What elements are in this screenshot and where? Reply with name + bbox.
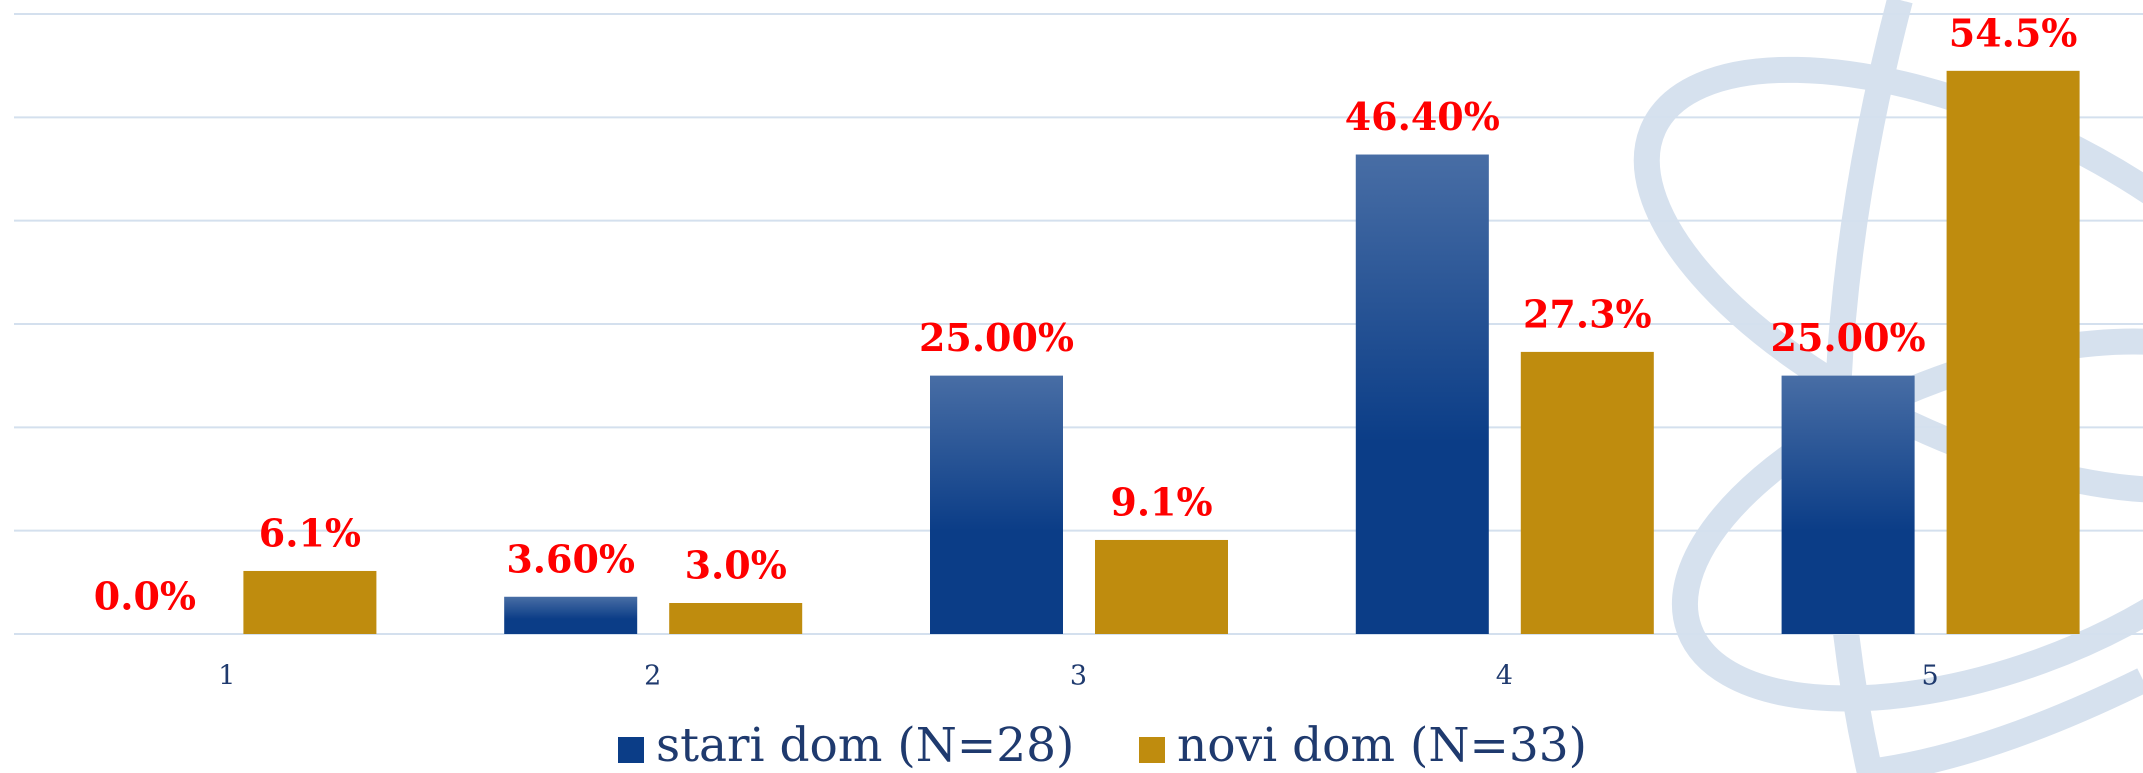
bar: [669, 603, 803, 634]
legend-swatch: [1139, 737, 1165, 763]
bar-shade: [1781, 375, 1915, 634]
bar: [1946, 70, 2080, 635]
data-label: 3.60%: [506, 536, 635, 581]
data-label: 27.3%: [1523, 291, 1652, 336]
data-label: 25.00%: [1771, 315, 1926, 360]
bar: [1520, 351, 1654, 634]
data-label: 0.0%: [94, 574, 196, 619]
data-label: 54.5%: [1949, 10, 2078, 55]
data-label: 46.40%: [1345, 94, 1500, 139]
x-tick-label: 3: [1070, 661, 1087, 692]
data-label: 25.00%: [919, 315, 1074, 360]
x-tick-label: 2: [644, 661, 661, 692]
legend-swatch: [618, 737, 644, 763]
data-label: 6.1%: [259, 510, 361, 555]
data-label: 3.0%: [685, 543, 787, 588]
x-tick-label: 1: [218, 661, 235, 692]
bar: [243, 570, 377, 634]
x-tick-label: 4: [1496, 661, 1513, 692]
data-label: 9.1%: [1110, 479, 1212, 524]
bar-shade: [1355, 154, 1489, 635]
bar: [1095, 539, 1228, 634]
bar-shade: [930, 375, 1063, 634]
x-tick-label: 5: [1922, 661, 1939, 692]
legend-label: stari dom (N=28): [656, 718, 1074, 773]
bar-shade: [504, 596, 638, 634]
legend-label: novi dom (N=33): [1177, 718, 1587, 773]
